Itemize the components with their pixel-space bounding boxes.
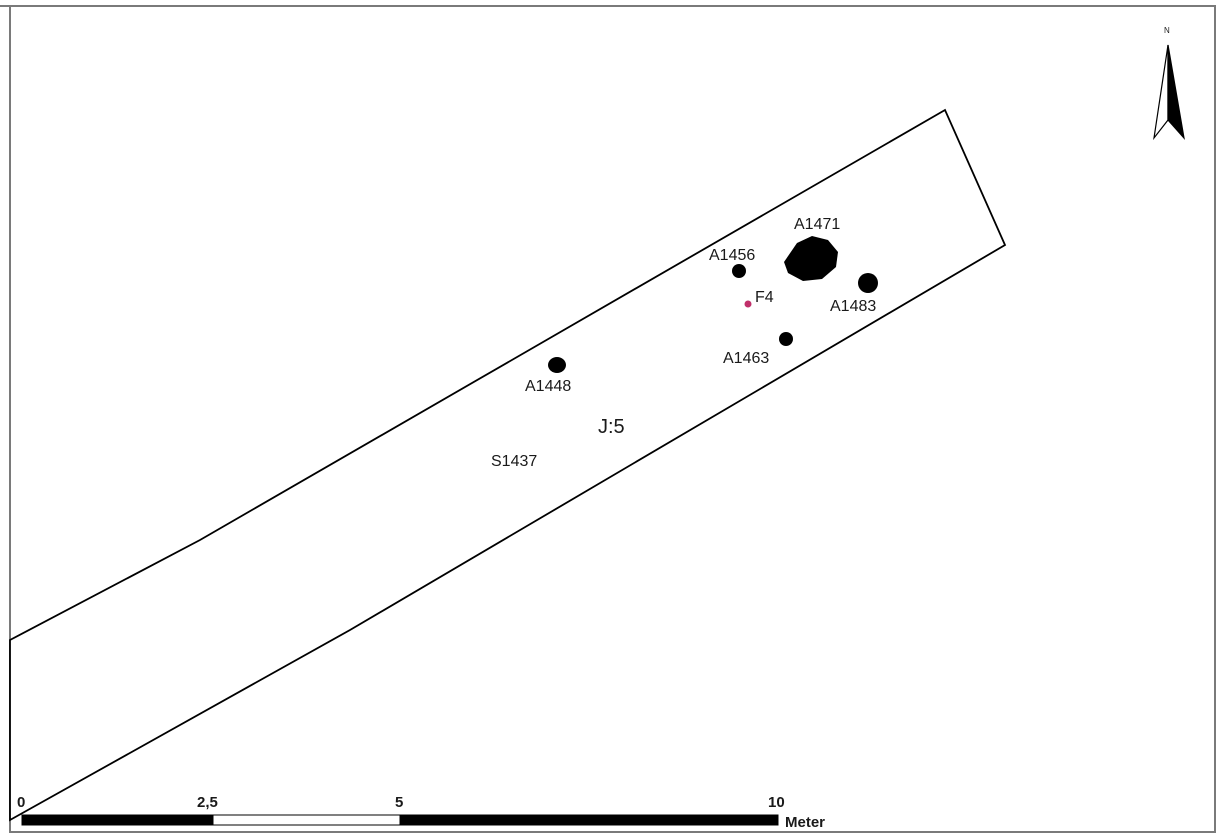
feature-A1463-label: A1463 xyxy=(723,350,769,367)
feature-A1471-shape xyxy=(784,236,838,281)
find-F4-marker xyxy=(744,300,752,308)
feature-A1471-label: A1471 xyxy=(794,216,840,233)
scale-segment-1 xyxy=(21,814,214,826)
north-label: N xyxy=(1164,26,1170,35)
north-arrow-icon: N xyxy=(1153,26,1185,141)
feature-A1456-shape xyxy=(732,264,746,278)
scale-unit-label: Meter xyxy=(785,814,825,831)
find-F4-label: F4 xyxy=(755,289,774,306)
feature-A1463-shape xyxy=(779,332,793,346)
scale-tick-2-5: 2,5 xyxy=(197,794,218,811)
trench-outline xyxy=(9,108,1007,822)
scale-segment-3 xyxy=(399,814,779,826)
feature-A1483-shape xyxy=(858,273,878,293)
feature-A1456-label: A1456 xyxy=(709,247,755,264)
feature-A1448-shape xyxy=(548,357,566,373)
structure-label: S1437 xyxy=(491,453,537,470)
scale-segment-2 xyxy=(212,814,401,826)
scale-bar: 0 2,5 5 10 Meter xyxy=(17,794,825,831)
feature-A1483-label: A1483 xyxy=(830,298,876,315)
scale-tick-10: 10 xyxy=(768,794,785,811)
scale-tick-5: 5 xyxy=(395,794,403,811)
area-label: J:5 xyxy=(598,416,625,438)
feature-A1448-label: A1448 xyxy=(525,378,571,395)
scale-tick-0: 0 xyxy=(17,794,25,811)
